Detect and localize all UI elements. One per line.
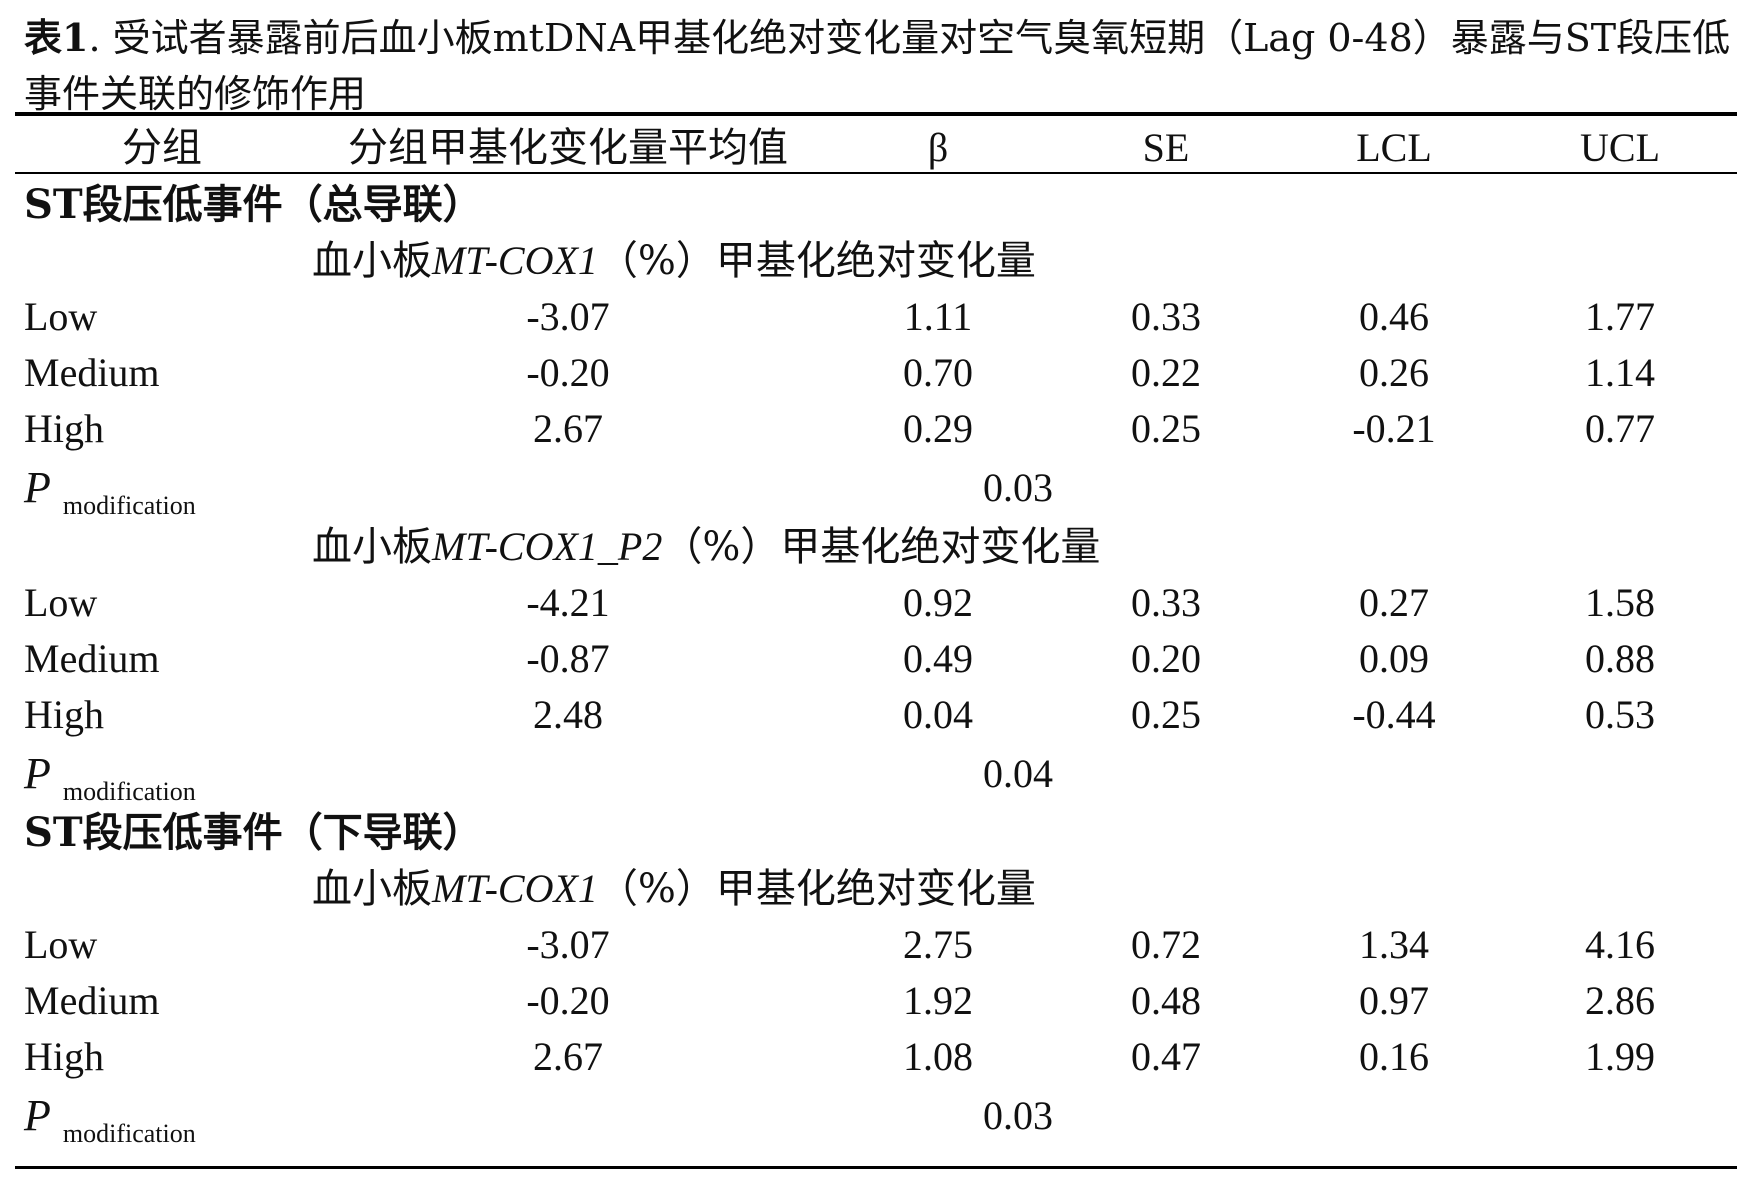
mean-cell: -0.87 (526, 636, 610, 681)
block-subtitle: 血小板MT-COX1（%）甲基化绝对变化量 (312, 861, 1036, 917)
header-rule (15, 172, 1737, 174)
lcl-cell: 0.09 (1359, 636, 1429, 681)
subtitle-suffix: （%）甲基化绝对变化量 (662, 524, 1101, 570)
group-label: Medium (24, 350, 160, 395)
mean-cell: -0.20 (526, 350, 610, 395)
group-label: Low (24, 294, 98, 339)
p-value: 0.03 (983, 465, 1053, 510)
group-label: Medium (24, 636, 160, 681)
subtitle-suffix: （%）甲基化绝对变化量 (597, 238, 1036, 284)
ucl-cell: 2.86 (1585, 978, 1655, 1023)
beta-cell: 1.08 (903, 1034, 973, 1079)
subtitle-prefix: 血小板 (312, 524, 432, 570)
mean-cell: -4.21 (526, 580, 610, 625)
se-cell: 0.48 (1131, 978, 1201, 1023)
block-subtitle: 血小板MT-COX1_P2（%）甲基化绝对变化量 (312, 519, 1100, 575)
header-se: SE (1142, 125, 1190, 170)
gene-name: MT-COX1 (432, 866, 598, 911)
se-cell: 0.25 (1131, 692, 1201, 737)
ucl-cell: 1.99 (1585, 1034, 1655, 1079)
ucl-cell: 0.88 (1585, 636, 1655, 681)
beta-cell: 1.92 (903, 978, 973, 1023)
mean-cell: 2.67 (533, 406, 603, 451)
p-subscript: modification (62, 490, 196, 520)
group-label: High (24, 1034, 104, 1079)
block-subtitle: 血小板MT-COX1（%）甲基化绝对变化量 (312, 233, 1036, 289)
beta-cell: 2.75 (903, 922, 973, 967)
header-lcl: LCL (1356, 125, 1432, 170)
lcl-cell: 0.26 (1359, 350, 1429, 395)
p-symbol: P (24, 1091, 51, 1140)
lcl-cell: 0.16 (1359, 1034, 1429, 1079)
gene-name: MT-COX1 (432, 238, 598, 283)
ucl-cell: 0.53 (1585, 692, 1655, 737)
mean-cell: 2.67 (533, 1034, 603, 1079)
se-cell: 0.47 (1131, 1034, 1201, 1079)
se-cell: 0.33 (1131, 294, 1201, 339)
bottom-rule (15, 1166, 1737, 1169)
top-rule (15, 112, 1737, 116)
subtitle-prefix: 血小板 (312, 238, 432, 284)
beta-cell: 0.29 (903, 406, 973, 451)
se-cell: 0.25 (1131, 406, 1201, 451)
se-cell: 0.20 (1131, 636, 1201, 681)
p-symbol: P (24, 463, 51, 512)
group-label: High (24, 406, 104, 451)
subtitle-prefix: 血小板 (312, 866, 432, 912)
se-cell: 0.72 (1131, 922, 1201, 967)
lcl-cell: 0.97 (1359, 978, 1429, 1023)
subtitle-suffix: （%）甲基化绝对变化量 (597, 866, 1036, 912)
beta-cell: 0.49 (903, 636, 973, 681)
table-title: . 受试者暴露前后血小板mtDNA甲基化绝对变化量对空气臭氧短期（Lag 0-4… (24, 16, 1731, 116)
lcl-cell: 0.27 (1359, 580, 1429, 625)
header-group: 分组 (122, 125, 202, 171)
p-value: 0.03 (983, 1093, 1053, 1138)
section-title: ST段压低事件（总导联） (24, 181, 483, 228)
mean-cell: 2.48 (533, 692, 603, 737)
mean-cell: -0.20 (526, 978, 610, 1023)
ucl-cell: 1.58 (1585, 580, 1655, 625)
group-label: Low (24, 580, 98, 625)
group-label: Medium (24, 978, 160, 1023)
ucl-cell: 4.16 (1585, 922, 1655, 967)
header-mean: 分组甲基化变化量平均值 (348, 125, 788, 171)
table-number: 表1 (24, 15, 89, 60)
section-title: ST段压低事件（下导联） (24, 809, 483, 856)
p-symbol: P (24, 749, 51, 798)
beta-cell: 0.04 (903, 692, 973, 737)
p-subscript: modification (62, 1118, 196, 1148)
mean-cell: -3.07 (526, 294, 610, 339)
table-caption: 表1. 受试者暴露前后血小板mtDNA甲基化绝对变化量对空气臭氧短期（Lag 0… (24, 10, 1734, 122)
group-label: High (24, 692, 104, 737)
lcl-cell: 0.46 (1359, 294, 1429, 339)
se-cell: 0.33 (1131, 580, 1201, 625)
beta-cell: 1.11 (903, 294, 973, 339)
lcl-cell: -0.21 (1352, 406, 1436, 451)
lcl-cell: 1.34 (1359, 922, 1429, 967)
p-subscript: modification (62, 776, 196, 806)
mean-cell: -3.07 (526, 922, 610, 967)
ucl-cell: 1.77 (1585, 294, 1655, 339)
gene-name: MT-COX1_P2 (432, 524, 663, 569)
p-value: 0.04 (983, 751, 1053, 796)
se-cell: 0.22 (1131, 350, 1201, 395)
header-ucl: UCL (1580, 125, 1660, 170)
ucl-cell: 0.77 (1585, 406, 1655, 451)
beta-cell: 0.70 (903, 350, 973, 395)
beta-cell: 0.92 (903, 580, 973, 625)
header-beta: β (927, 125, 949, 170)
lcl-cell: -0.44 (1352, 692, 1436, 737)
group-label: Low (24, 922, 98, 967)
ucl-cell: 1.14 (1585, 350, 1655, 395)
